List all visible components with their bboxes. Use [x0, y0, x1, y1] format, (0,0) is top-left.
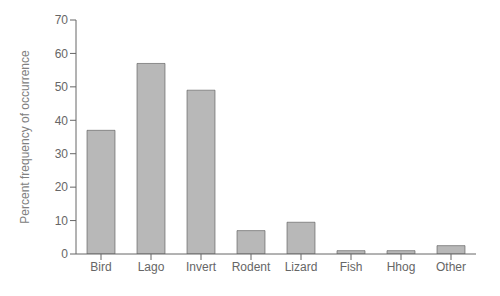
svg-text:Lizard: Lizard [285, 260, 318, 274]
svg-text:Percent frequency of occurrenc: Percent frequency of occurrence [18, 50, 32, 224]
svg-text:50: 50 [55, 80, 69, 94]
svg-text:30: 30 [55, 147, 69, 161]
svg-text:40: 40 [55, 114, 69, 128]
svg-text:Invert: Invert [186, 260, 217, 274]
svg-text:Fish: Fish [340, 260, 363, 274]
svg-text:Rodent: Rodent [232, 260, 271, 274]
svg-text:70: 70 [55, 13, 69, 27]
svg-text:Bird: Bird [90, 260, 111, 274]
svg-text:Lago: Lago [138, 260, 165, 274]
svg-text:10: 10 [55, 214, 69, 228]
svg-text:0: 0 [61, 247, 68, 261]
svg-text:60: 60 [55, 47, 69, 61]
svg-text:Hhog: Hhog [387, 260, 416, 274]
svg-text:Other: Other [436, 260, 466, 274]
svg-text:20: 20 [55, 180, 69, 194]
